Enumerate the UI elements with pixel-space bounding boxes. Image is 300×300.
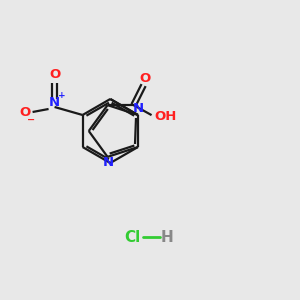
Text: N: N (132, 103, 144, 116)
Text: OH: OH (154, 110, 177, 123)
Text: N: N (103, 156, 114, 170)
Text: O: O (49, 68, 60, 82)
Text: H: H (160, 230, 173, 244)
Text: −: − (26, 115, 34, 125)
Text: +: + (58, 92, 65, 100)
Text: O: O (139, 72, 150, 85)
Text: N: N (49, 95, 60, 109)
Text: O: O (19, 106, 30, 119)
Text: Cl: Cl (124, 230, 140, 244)
